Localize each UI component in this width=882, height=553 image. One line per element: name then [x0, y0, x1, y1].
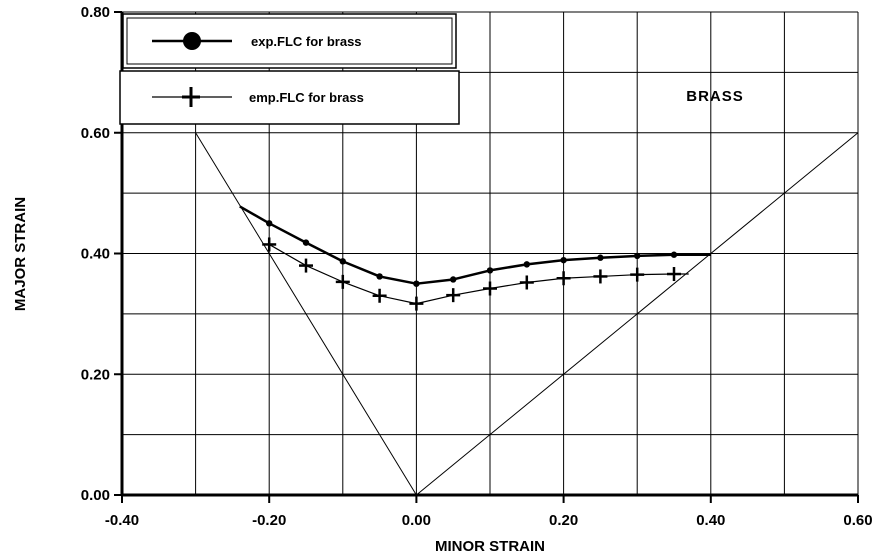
legend-label-emp: emp.FLC for brass — [249, 90, 364, 105]
x-tick-label: 0.00 — [402, 512, 431, 529]
reference-lines — [195, 132, 859, 496]
data-point-emp — [409, 296, 424, 311]
x-axis-title: MINOR STRAIN — [435, 538, 545, 553]
x-tick-label: 0.20 — [549, 512, 578, 529]
y-tick-label: 0.00 — [81, 487, 110, 504]
series-line-exp — [239, 205, 711, 285]
data-point-emp — [299, 258, 313, 273]
data-point-exp — [450, 276, 457, 283]
data-point-exp — [413, 280, 420, 287]
data-point-emp — [519, 275, 534, 290]
x-tick-label: -0.20 — [252, 512, 286, 529]
data-point-emp — [262, 237, 277, 252]
x-tick-label: -0.40 — [105, 512, 139, 529]
data-point-emp — [593, 269, 608, 284]
y-tick-label: 0.60 — [81, 125, 110, 142]
data-point-emp — [372, 288, 387, 303]
legend-label-exp: exp.FLC for brass — [251, 34, 362, 49]
data-point-emp — [446, 288, 461, 303]
legend-swatch-marker-exp — [183, 32, 201, 50]
reference-line-2 — [416, 132, 859, 496]
tick-labels: -0.40 -0.20 0.00 0.20 0.40 0.60 0.00 0.20 0.40 0.… — [81, 4, 873, 529]
data-point-exp — [302, 239, 310, 246]
data-point-exp — [266, 220, 273, 227]
legend: exp.FLC for brass emp.FLC for brass — [119, 13, 460, 125]
data-point-exp — [523, 261, 530, 268]
series-layer — [239, 205, 711, 311]
data-point-exp — [339, 258, 346, 265]
data-point-emp — [483, 281, 497, 296]
data-point-exp — [376, 273, 383, 280]
y-axis-title: MAJOR STRAIN — [12, 197, 29, 311]
grid — [122, 11, 859, 495]
data-point-emp — [335, 274, 350, 289]
data-point-exp — [560, 256, 567, 264]
x-tick-label: 0.60 — [843, 512, 872, 529]
data-point-emp — [667, 267, 681, 282]
y-tick-label: 0.20 — [81, 366, 110, 383]
data-point-emp — [630, 267, 645, 282]
chart-annotation-brass: BRASS — [686, 88, 744, 105]
y-tick-label: 0.40 — [81, 246, 110, 263]
data-point-emp — [556, 271, 571, 286]
data-point-exp — [486, 267, 494, 274]
data-point-exp — [670, 251, 678, 258]
data-point-exp — [634, 252, 641, 260]
y-tick-label: 0.80 — [81, 4, 110, 21]
reference-line-1 — [195, 132, 417, 496]
legend-box-1-inner — [126, 17, 453, 65]
x-tick-label: 0.40 — [696, 512, 725, 529]
data-point-exp — [597, 254, 604, 261]
